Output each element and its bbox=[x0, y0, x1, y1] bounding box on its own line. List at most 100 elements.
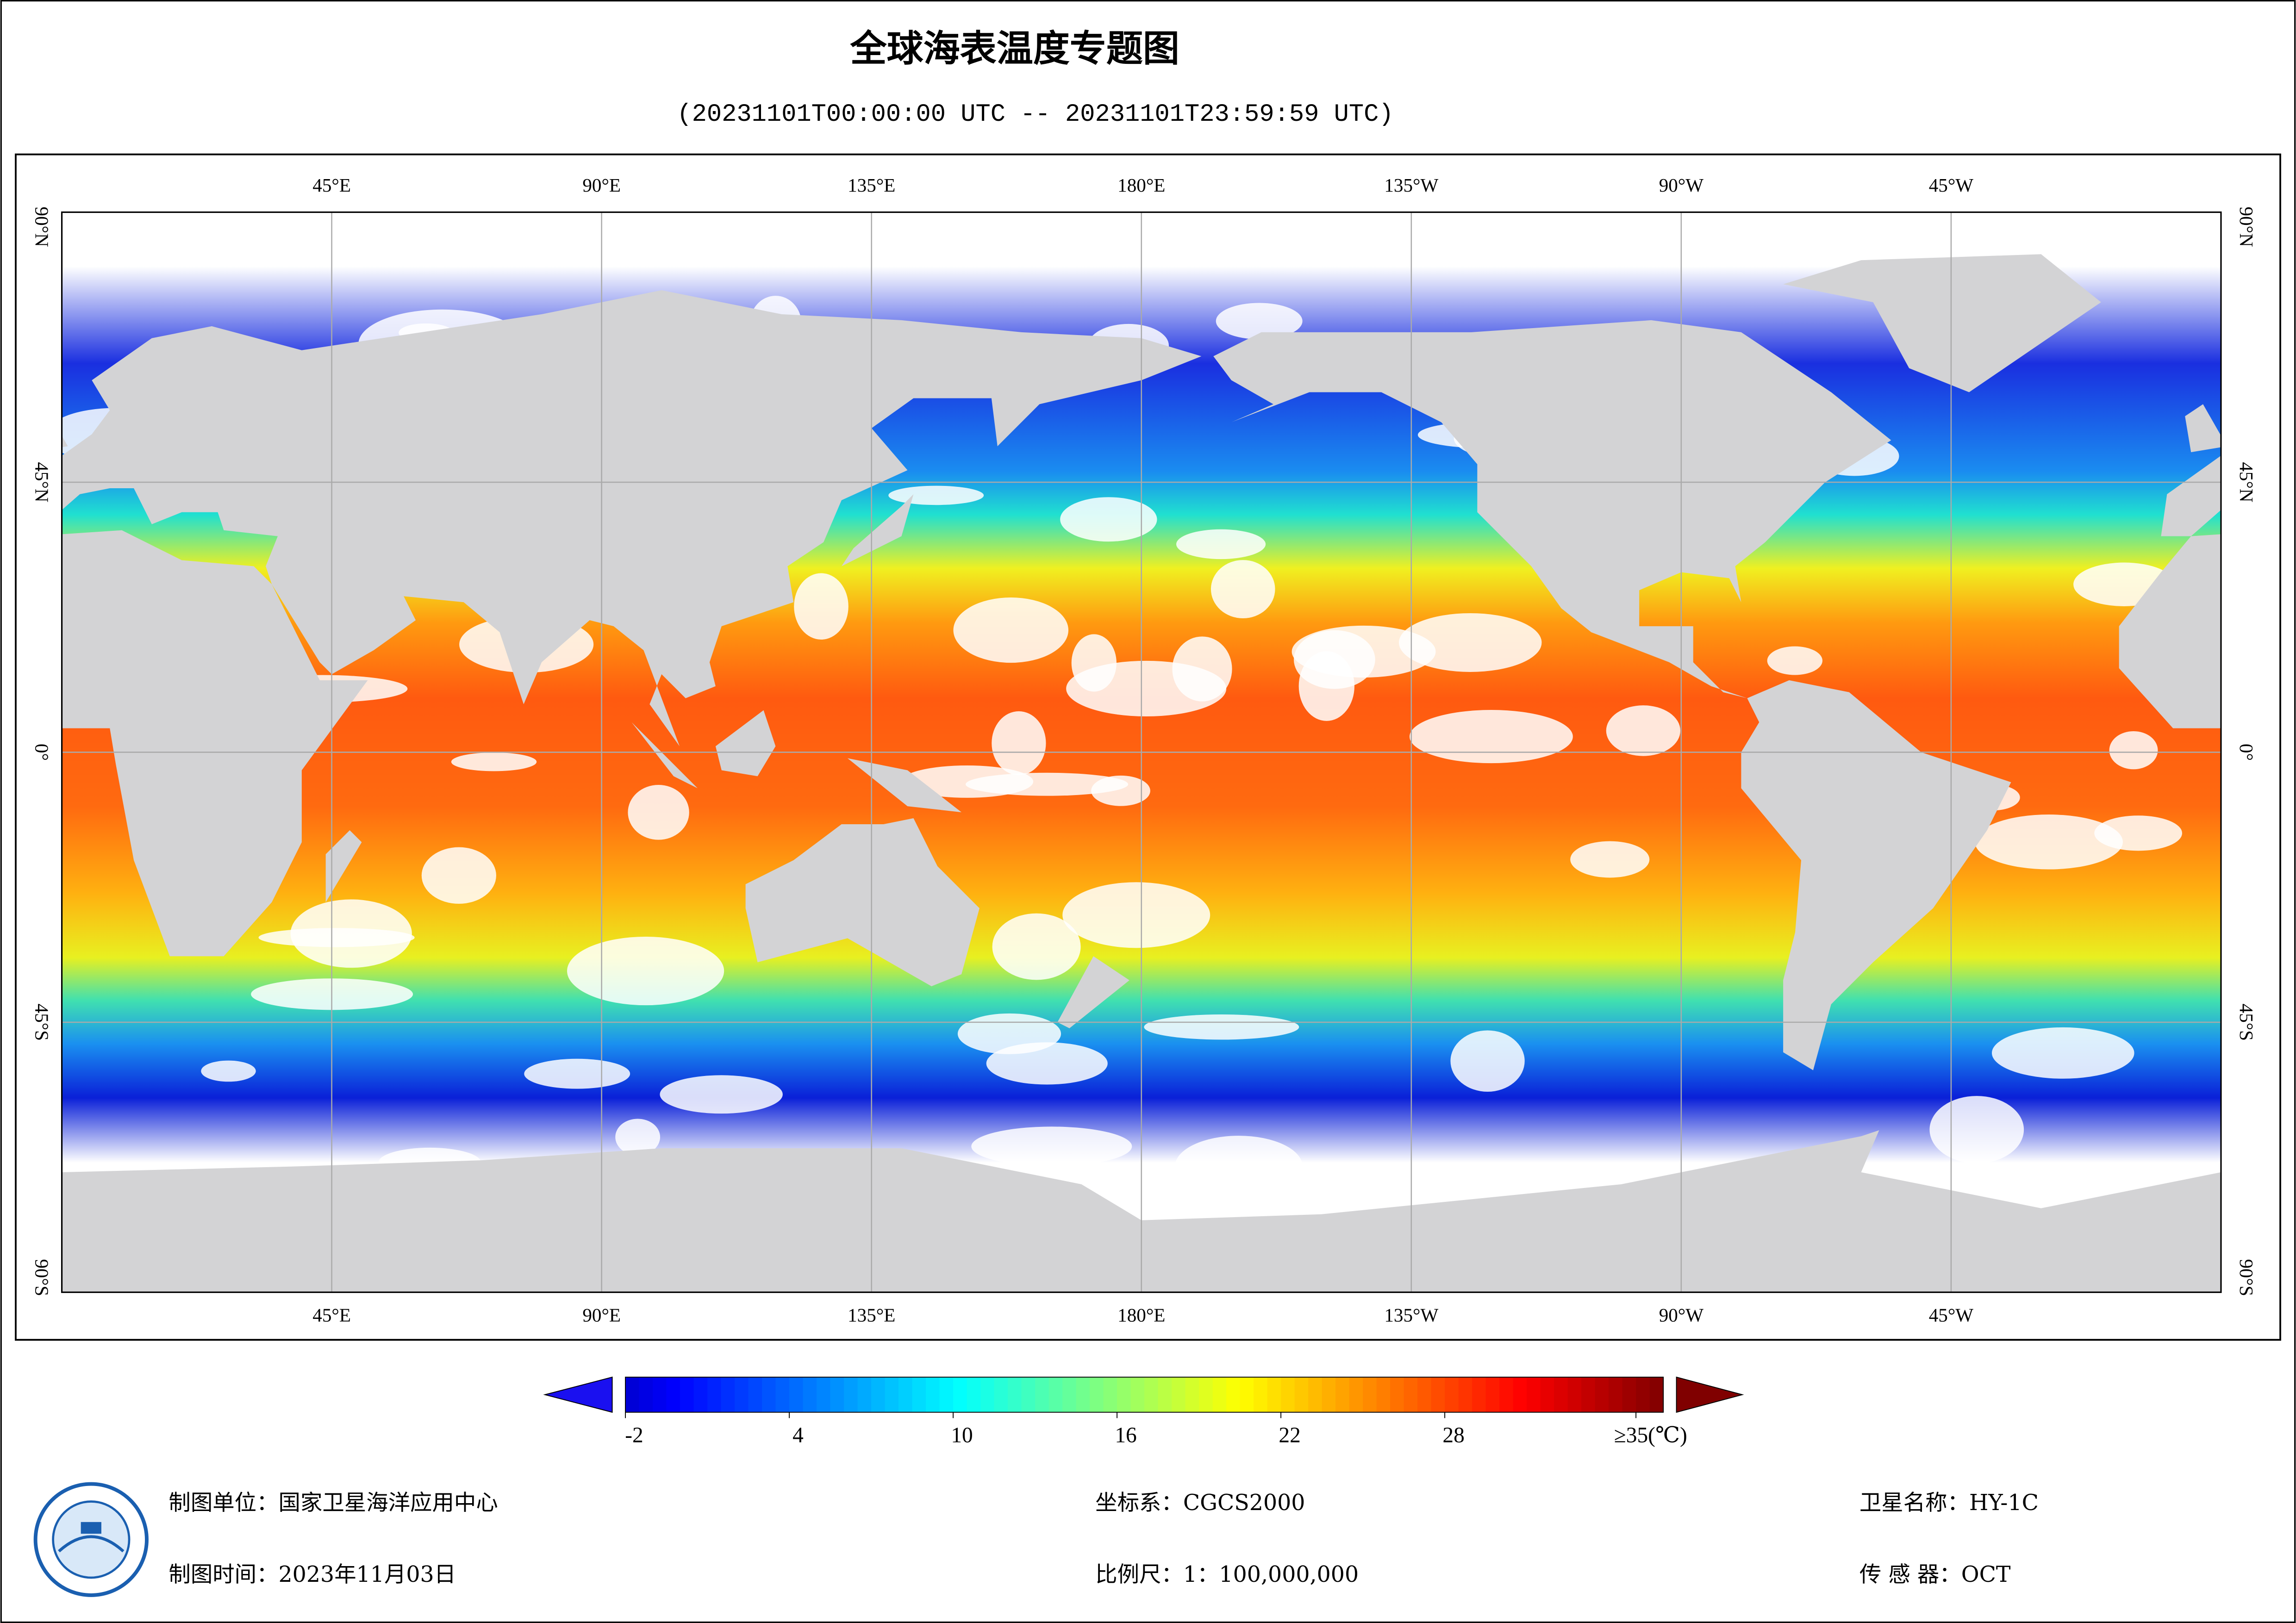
footer-date: 制图时间：2023年11月03日 bbox=[168, 1562, 456, 1587]
cloud bbox=[2109, 731, 2158, 770]
cloud bbox=[1409, 710, 1573, 764]
cloud bbox=[615, 1119, 661, 1156]
colorbar-step bbox=[1021, 1377, 1036, 1412]
cloud bbox=[1398, 613, 1542, 672]
landmass bbox=[62, 435, 68, 448]
cloud bbox=[953, 597, 1069, 663]
colorbar-step bbox=[1363, 1377, 1377, 1412]
colorbar-tick-label: 16 bbox=[1115, 1423, 1136, 1447]
colorbar-step bbox=[653, 1377, 667, 1412]
cloud bbox=[1176, 529, 1266, 560]
graticule-labels: 45°E 45°E 90°E 90°E 135°E 135°E 180°E 180°E 135°… bbox=[31, 174, 2257, 1325]
cloud bbox=[201, 1060, 256, 1082]
colorbar-step bbox=[1212, 1377, 1227, 1412]
colorbar-step bbox=[953, 1377, 967, 1412]
lat-label-left: 90°N bbox=[31, 207, 53, 247]
landmass bbox=[2185, 404, 2221, 453]
colorbar-under bbox=[543, 1376, 613, 1413]
lat-label-left: 45°S bbox=[31, 1004, 53, 1041]
landmass bbox=[1057, 956, 1129, 1028]
cloud bbox=[1298, 651, 1354, 721]
colorbar-step bbox=[1103, 1377, 1118, 1412]
colorbar-step bbox=[775, 1377, 790, 1412]
colorbar-step bbox=[1472, 1377, 1486, 1412]
colorbar-frame bbox=[625, 1376, 1664, 1413]
lat-label-right: 45°S bbox=[2236, 1004, 2257, 1041]
cloud bbox=[1175, 1136, 1303, 1197]
cloud bbox=[421, 847, 496, 904]
colorbar-step bbox=[1281, 1377, 1295, 1412]
graticule bbox=[62, 212, 2221, 1293]
colorbar-tick-label: -2 bbox=[625, 1423, 643, 1447]
colorbar-step bbox=[1008, 1377, 1022, 1412]
colorbar-step bbox=[994, 1377, 1009, 1412]
colorbar-step bbox=[1513, 1377, 1528, 1412]
landmass bbox=[2161, 455, 2221, 536]
lon-label-top: 135°W bbox=[1384, 174, 1438, 196]
colorbar-step bbox=[1090, 1377, 1104, 1412]
colorbar-tick-label: ≥35(℃) bbox=[1614, 1423, 1687, 1447]
cloud bbox=[1570, 841, 1650, 878]
cloud bbox=[567, 936, 724, 1006]
cloud bbox=[1606, 705, 1681, 756]
colorbar-step bbox=[1581, 1377, 1596, 1412]
colorbar-step bbox=[1390, 1377, 1404, 1412]
colorbar-step bbox=[1636, 1377, 1650, 1412]
footer-sensor: 传 感 器：OCT bbox=[1859, 1562, 2011, 1587]
lat-label-right: 90°N bbox=[2236, 207, 2257, 247]
footer-scale: 比例尺：1：100,000,000 bbox=[1095, 1562, 1359, 1587]
lon-label-top: 90°W bbox=[1659, 174, 1704, 196]
colorbar-step bbox=[1595, 1377, 1610, 1412]
colorbar-step bbox=[1240, 1377, 1254, 1412]
cloud bbox=[992, 711, 1046, 775]
colorbar-step bbox=[1185, 1377, 1200, 1412]
colorbar-step bbox=[1499, 1377, 1514, 1412]
landmass bbox=[1783, 254, 2101, 392]
cloud bbox=[986, 1042, 1108, 1085]
logo-wave bbox=[58, 1535, 125, 1553]
cloud bbox=[1060, 497, 1157, 542]
lon-label-top: 90°E bbox=[582, 174, 621, 196]
landmass bbox=[745, 818, 980, 987]
lon-label-bottom: 180°E bbox=[1117, 1305, 1165, 1326]
colorbar-step bbox=[1445, 1377, 1459, 1412]
landmass bbox=[715, 710, 776, 777]
lon-label-bottom: 135°E bbox=[848, 1305, 895, 1326]
cloud bbox=[451, 752, 537, 771]
lon-label-bottom: 90°E bbox=[582, 1305, 621, 1326]
lat-label-right: 45°N bbox=[2236, 462, 2257, 502]
lon-label-top: 45°E bbox=[312, 174, 351, 196]
colorbar-step bbox=[830, 1377, 845, 1412]
cloud bbox=[888, 485, 984, 505]
colorbar-step bbox=[885, 1377, 899, 1412]
colorbar-step bbox=[898, 1377, 913, 1412]
colorbar-step bbox=[680, 1377, 694, 1412]
cloud bbox=[1144, 1014, 1299, 1040]
colorbar-step bbox=[871, 1377, 886, 1412]
landmass bbox=[62, 290, 1202, 746]
logo-globe bbox=[52, 1500, 131, 1579]
colorbar-step bbox=[1404, 1377, 1418, 1412]
cloud bbox=[524, 1058, 630, 1089]
colorbar-step bbox=[1158, 1377, 1173, 1412]
colorbar-step bbox=[693, 1377, 708, 1412]
cloud bbox=[628, 784, 689, 840]
colorbar-step bbox=[857, 1377, 872, 1412]
title: 全球海表温度专题图 bbox=[850, 27, 1179, 70]
colorbar-step bbox=[1567, 1377, 1582, 1412]
lat-label-left: 0° bbox=[31, 744, 53, 761]
colorbar-step bbox=[735, 1377, 749, 1412]
colorbar-step bbox=[844, 1377, 858, 1412]
colorbar-step bbox=[1622, 1377, 1637, 1412]
lat-label-left: 90°S bbox=[31, 1259, 53, 1296]
cloud bbox=[1929, 1096, 2024, 1163]
colorbar-step bbox=[1376, 1377, 1391, 1412]
colorbar-step bbox=[1226, 1377, 1241, 1412]
colorbar-step bbox=[1294, 1377, 1309, 1412]
colorbar-step bbox=[1076, 1377, 1091, 1412]
colorbar-step bbox=[748, 1377, 763, 1412]
colorbar-step bbox=[666, 1377, 681, 1412]
cloud bbox=[794, 573, 849, 640]
colorbar-tick-label: 22 bbox=[1279, 1423, 1300, 1447]
